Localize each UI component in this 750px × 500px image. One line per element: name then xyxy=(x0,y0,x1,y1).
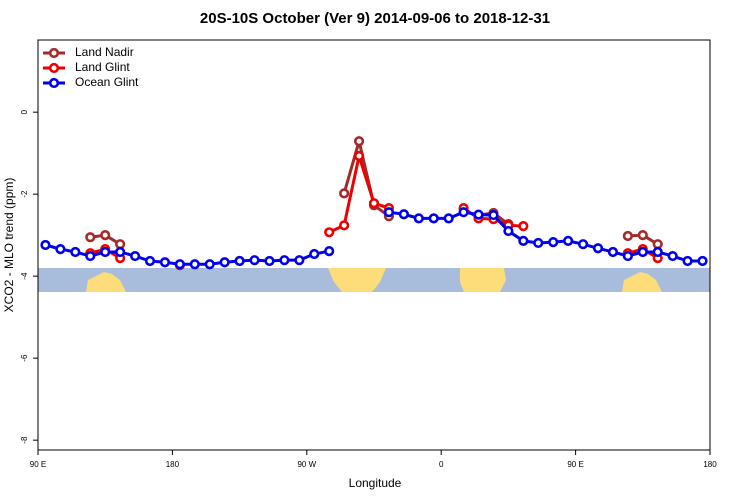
y-tick-label: -4 xyxy=(20,272,29,280)
data-point xyxy=(563,235,574,246)
chart-title: 20S-10S October (Ver 9) 2014-09-06 to 20… xyxy=(200,10,550,27)
data-point xyxy=(144,255,156,267)
x-tick-label: 90 E xyxy=(567,460,583,469)
y-tick-label: 0 xyxy=(20,109,29,114)
y-tick-label: -6 xyxy=(20,354,29,362)
data-point xyxy=(353,150,365,162)
data-point xyxy=(85,250,96,262)
data-point xyxy=(189,259,200,270)
data-point xyxy=(592,243,604,254)
data-point xyxy=(533,237,544,249)
data-point xyxy=(368,198,380,209)
data-point xyxy=(324,246,335,257)
data-point xyxy=(518,235,529,246)
series-line xyxy=(90,135,659,246)
x-tick-label: 0 xyxy=(439,460,444,469)
data-point xyxy=(219,257,230,268)
x-tick-label: 180 xyxy=(166,460,180,469)
data-point xyxy=(607,246,619,258)
data-point xyxy=(279,255,290,266)
data-point xyxy=(174,259,185,270)
plot-frame xyxy=(37,39,711,451)
data-point xyxy=(428,213,439,224)
land-shape xyxy=(622,272,662,292)
x-tick-label: 90 E xyxy=(30,460,46,469)
legend-label: Ocean Glint xyxy=(75,75,139,89)
data-point xyxy=(413,213,424,224)
data-point xyxy=(204,259,215,270)
data-point xyxy=(652,246,663,258)
data-point xyxy=(115,239,126,250)
data-point xyxy=(55,244,66,255)
data-point xyxy=(100,246,111,258)
land-shape xyxy=(328,268,386,292)
data-point xyxy=(383,207,395,218)
land-shape xyxy=(460,268,506,292)
data-point xyxy=(548,237,559,248)
data-point xyxy=(652,239,663,250)
data-point xyxy=(294,255,305,266)
data-point xyxy=(70,246,81,258)
data-point xyxy=(697,255,708,267)
data-point xyxy=(518,221,529,232)
data-point xyxy=(100,230,111,241)
data-point xyxy=(339,188,350,199)
data-point xyxy=(622,250,633,262)
data-point xyxy=(682,255,693,267)
x-tick-label: 90 W xyxy=(297,460,316,469)
y-axis-label: XCO2 - MLO trend (ppm) xyxy=(2,178,16,313)
data-point xyxy=(622,230,633,242)
legend-marker xyxy=(48,47,60,59)
data-point xyxy=(458,207,469,218)
legend-marker xyxy=(48,77,60,89)
data-point xyxy=(249,255,260,266)
land-shape xyxy=(86,272,126,292)
data-point xyxy=(488,209,499,221)
data-point xyxy=(473,209,484,220)
y-tick-label: -2 xyxy=(20,190,29,198)
data-point xyxy=(398,209,409,220)
data-point xyxy=(264,255,275,267)
data-point xyxy=(324,227,335,238)
legend-marker xyxy=(48,62,60,74)
x-tick-label: 180 xyxy=(703,460,717,469)
data-point xyxy=(667,250,678,262)
data-point xyxy=(309,248,320,260)
data-point xyxy=(159,257,171,268)
data-point xyxy=(40,239,51,251)
data-point xyxy=(637,246,648,258)
data-point xyxy=(129,250,141,262)
data-point xyxy=(339,220,350,231)
map-strip xyxy=(38,268,710,292)
x-axis-label: Longitude xyxy=(349,476,402,490)
legend-label: Land Glint xyxy=(75,60,130,74)
data-point xyxy=(85,232,96,243)
legend-label: Land Nadir xyxy=(75,45,134,59)
series-line xyxy=(45,210,703,266)
y-tick-label: -8 xyxy=(20,436,29,444)
data-point xyxy=(503,225,514,237)
data-point xyxy=(353,136,365,147)
data-point xyxy=(577,239,589,250)
data-point xyxy=(443,213,454,224)
data-point xyxy=(234,255,245,267)
data-point xyxy=(637,230,648,241)
data-point xyxy=(115,246,126,258)
